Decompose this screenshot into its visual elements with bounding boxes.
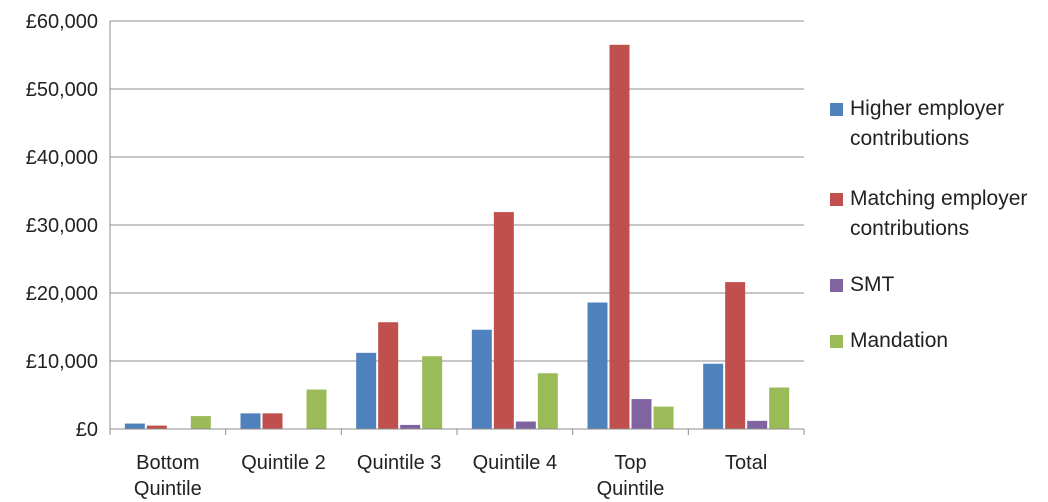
legend-label: SMT (850, 273, 895, 296)
legend-label: contributions (850, 217, 970, 240)
bar-higher-employer-contributions (587, 302, 608, 429)
x-category-label: Bottom (136, 452, 199, 474)
bar-smt (631, 399, 652, 429)
bar-higher-employer-contributions (124, 423, 145, 429)
bar-matching-employer-contributions (609, 44, 630, 430)
bar-mandation (769, 387, 790, 429)
legend-label: Higher employer (850, 97, 1005, 120)
y-tick-label: £20,000 (26, 283, 98, 305)
bar-smt (747, 420, 768, 429)
bar-mandation (422, 356, 443, 429)
y-axis-tick-labels: £0 £10,000 £20,000 £30,000 £40,000 £50,000 £60… (26, 11, 98, 441)
x-category-label: Total (725, 452, 767, 474)
bar-matching-employer-contributions (725, 282, 746, 429)
legend-swatch (830, 103, 843, 116)
y-tick-label: £30,000 (26, 215, 98, 237)
bar-matching-employer-contributions (146, 425, 167, 429)
x-category-label: Quintile (597, 478, 665, 500)
legend-item: Mandation (826, 326, 1046, 356)
y-tick-label: £0 (76, 419, 98, 441)
y-tick-label: £40,000 (26, 147, 98, 169)
legend-label: Matching employer (850, 187, 1028, 210)
legend-item: Matching employer contributions (826, 184, 1046, 244)
legend-label: Mandation (850, 329, 949, 352)
bar-higher-employer-contributions (703, 363, 724, 429)
bar-higher-employer-contributions (356, 352, 377, 429)
legend-item: Higher employer contributions (826, 94, 1046, 154)
y-tick-label: £10,000 (26, 351, 98, 373)
bar-matching-employer-contributions (262, 413, 283, 429)
legend: Higher employer contributions Matching emp… (826, 94, 1046, 356)
bars (124, 44, 790, 430)
gridlines (110, 20, 804, 362)
bar-smt (400, 424, 421, 429)
legend-label: contributions (850, 127, 970, 150)
x-category-label: Quintile 3 (357, 452, 442, 474)
bar-mandation (537, 373, 558, 429)
x-axis-category-labels: Bottom Quintile Quintile 2 Quintile 3 Quinti… (134, 452, 767, 500)
legend-swatch (830, 335, 843, 348)
bar-higher-employer-contributions (471, 329, 492, 429)
x-category-label: Top (614, 452, 646, 474)
bar-mandation (190, 416, 211, 429)
bar-matching-employer-contributions (378, 322, 399, 429)
x-category-label: Quintile 4 (473, 452, 558, 474)
x-category-label: Quintile (134, 478, 202, 500)
bar-smt (515, 421, 536, 429)
bar-mandation (653, 406, 674, 429)
legend-item: SMT (826, 270, 1046, 300)
bar-higher-employer-contributions (240, 413, 261, 429)
y-tick-label: £50,000 (26, 79, 98, 101)
bar-mandation (306, 389, 327, 429)
y-tick-label: £60,000 (26, 11, 98, 33)
legend-swatch (830, 279, 843, 292)
x-category-label: Quintile 2 (241, 452, 326, 474)
bar-matching-employer-contributions (493, 212, 514, 429)
legend-swatch (830, 193, 843, 206)
x-axis (109, 21, 805, 435)
